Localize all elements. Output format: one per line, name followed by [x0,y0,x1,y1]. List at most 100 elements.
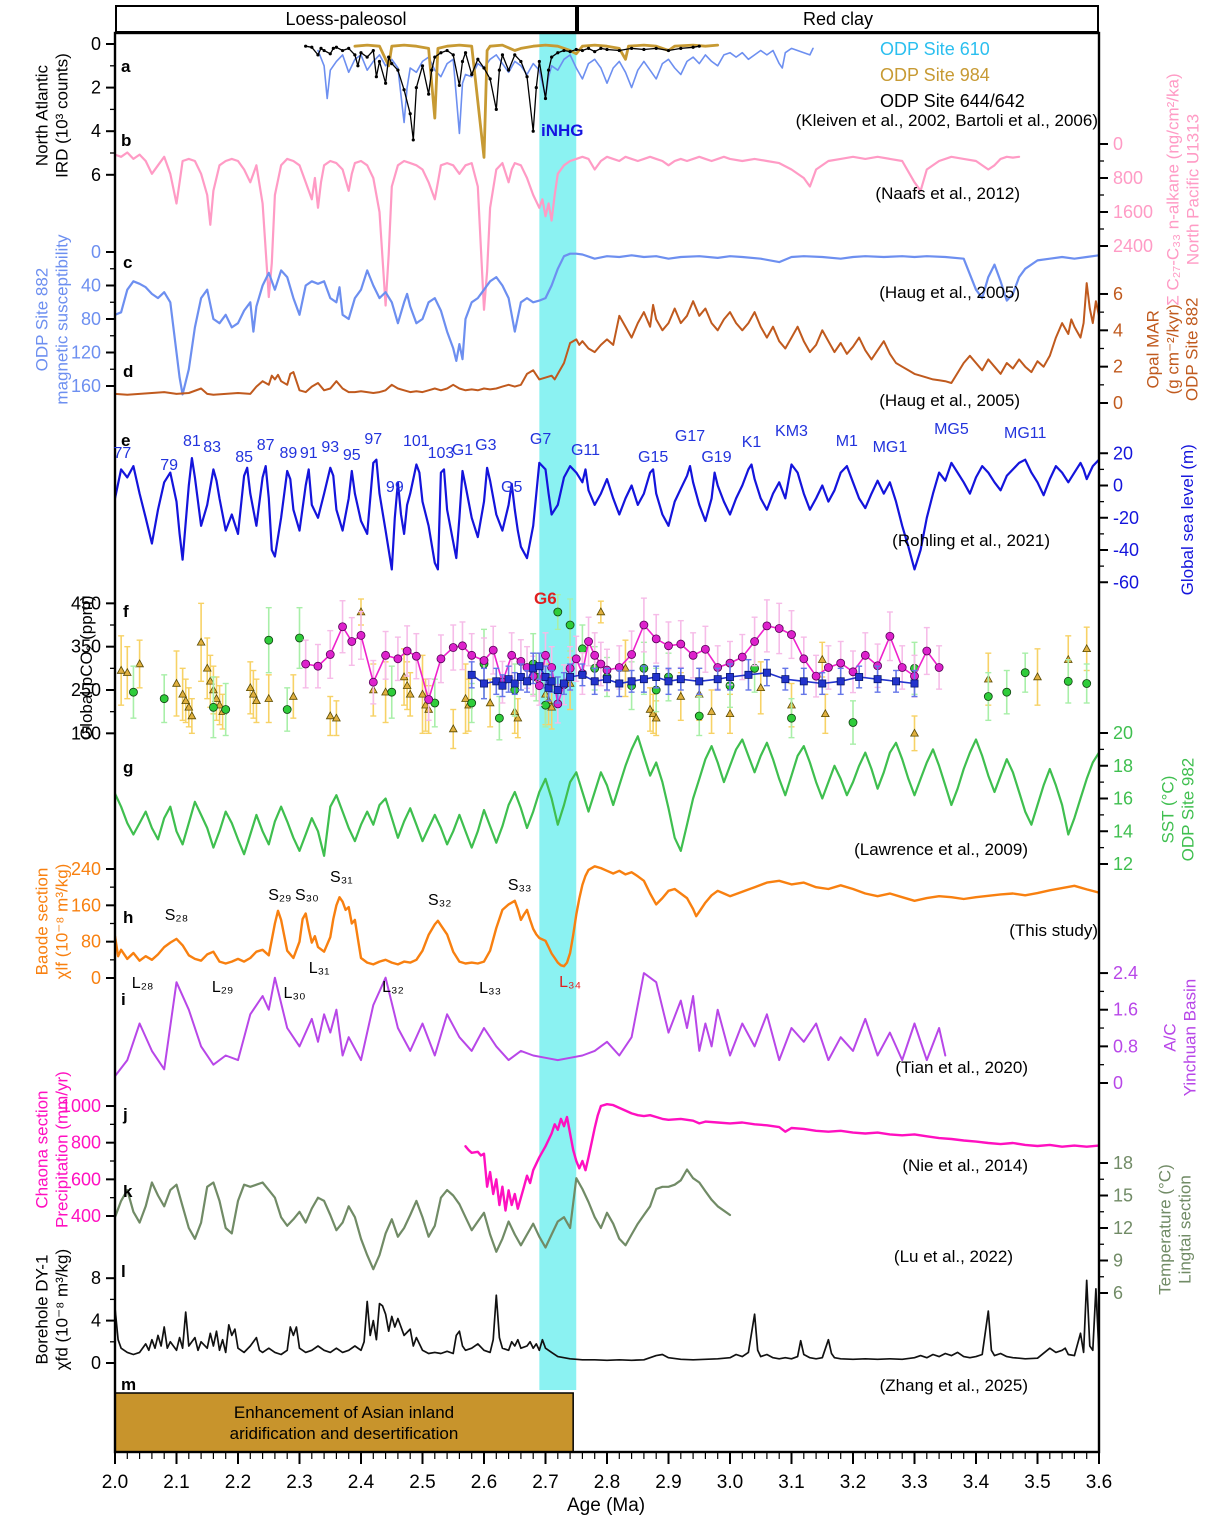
stage-label-87: 87 [257,437,275,454]
tick-label-g: 12 [1113,854,1133,874]
series-sst [115,735,1099,857]
y-axis-l: 0 4 8 [91,1268,115,1373]
citation-kleiven-bartoli: (Kleiven et al., 2002, Bartoli et al., 2… [795,111,1098,130]
series-magsus [115,252,1099,396]
tick-label-a: 2 [91,78,101,98]
pedo-label: S₃₁ [330,869,353,886]
pedo-label: L₂₈ [132,975,154,992]
panel-letter-g: g [123,758,133,777]
y-axis-j: 400 600 800 1000 [61,1096,115,1226]
stage-label-79: 79 [160,457,178,474]
stage-label-99: 99 [386,479,404,496]
y-axis-h: 0 80 160 240 [71,859,115,988]
panel-letter-e: e [121,431,130,450]
stage-label-81: 81 [183,433,201,450]
marker-ird_644 [525,75,529,79]
tick-label-d: 4 [1113,320,1123,340]
tick-label-c: 40 [81,276,101,296]
header-red-clay: Red clay [577,5,1099,33]
stage-label-G11: G11 [571,442,600,459]
marker-ird_644 [414,86,418,90]
pedo-label: L₃₄ [559,974,581,991]
stage-label-G5: G5 [501,479,522,496]
marker-ird_644 [697,44,701,48]
x-tick-label: 2.8 [594,1472,620,1493]
x-tick-label: 2.3 [286,1472,312,1493]
x-tick-label: 2.0 [102,1472,128,1493]
tick-label-j: 400 [71,1206,101,1226]
tick-label-c: 0 [91,242,101,262]
series-sealevel [115,457,1099,571]
series-temp [115,1168,732,1271]
pedo-label: L₃₀ [284,985,306,1002]
marker-ird_644 [396,68,400,72]
panel-letter-k: k [123,1182,133,1201]
tick-label-g: 16 [1113,789,1133,809]
marker-ird_644 [304,44,308,48]
tick-label-e: -60 [1113,572,1139,592]
marker-ird_644 [463,51,468,55]
marker-ird_644 [387,55,391,59]
tick-label-h: 80 [81,932,101,952]
marker-ird_644 [470,72,474,77]
stage-label-97: 97 [364,431,382,448]
tick-label-b: 800 [1113,168,1143,188]
marker-ird_644 [319,46,323,50]
tick-label-a: 0 [91,34,101,54]
pedo-label: L₃₂ [382,979,404,996]
citation-lu: (Lu et al., 2022) [893,1247,1013,1266]
marker-ird_644 [476,57,480,61]
tick-label-c: 160 [71,376,101,396]
scatter-co2_mag [301,597,944,724]
marker-ird_644 [433,55,437,59]
citation-lawrence: (Lawrence et al., 2009) [854,840,1028,859]
tick-label-c: 80 [81,309,101,329]
x-tick-label: 2.9 [655,1472,681,1493]
header-loess-paleosol: Loess-paleosol [115,5,577,33]
marker-ird_644 [580,48,585,53]
scatter-co2_blue [467,652,919,704]
marker-ird_644 [420,64,425,68]
marker-ird_644 [534,86,538,90]
marker-ird_644 [593,50,597,54]
x-tick-label: 3.3 [901,1472,927,1493]
x-tick-label: 2.1 [163,1472,189,1493]
stage-label-MG11: MG11 [1004,425,1046,442]
marker-ird_644 [340,48,345,53]
marker-ird_644 [494,107,498,111]
marker-ird_644 [691,45,695,49]
marker-ird_644 [430,68,434,72]
marker-ird_644 [457,83,461,88]
tick-label-i: 0.8 [1113,1036,1138,1056]
pedo-label: S₂₉ [268,887,291,904]
marker-ird_644 [497,68,501,72]
x-tick-label: 2.2 [225,1472,251,1493]
tick-label-j: 1000 [61,1096,101,1116]
series-alkane [115,151,1021,311]
tick-label-e: -20 [1113,508,1139,528]
panel-letter-b: b [121,131,131,150]
legend-odp-610: ODP Site 610 [880,39,990,59]
stage-label-G17: G17 [675,428,705,445]
series-ird_644 [305,45,700,141]
axis-title-temp: Temperature (°C) Lingtai section [1155,1164,1194,1295]
stage-label-83: 83 [203,439,221,456]
marker-ird_644 [500,53,505,57]
axis-title-magsus: ODP Site 882 magnetic susceptibility [32,234,71,405]
citation-tian: (Tian et al., 2020) [895,1058,1028,1077]
tick-label-f: 250 [71,680,101,700]
stage-label-91: 91 [300,445,318,462]
marker-ird_644 [519,59,523,64]
marker-ird_644 [556,51,560,55]
tick-label-h: 160 [71,895,101,915]
marker-ird_644 [445,48,449,53]
y-axis-i: 0 0.8 1.6 2.4 [1099,963,1138,1093]
stage-label-77: 77 [113,445,131,462]
tick-label-e: -40 [1113,540,1139,560]
stage-label-G1: G1 [452,442,473,459]
marker-ird_644 [356,64,360,68]
tick-label-f: 450 [71,593,101,613]
marker-ird_644 [439,51,443,55]
marker-ird_644 [353,53,357,57]
stage-label-89: 89 [280,445,298,462]
